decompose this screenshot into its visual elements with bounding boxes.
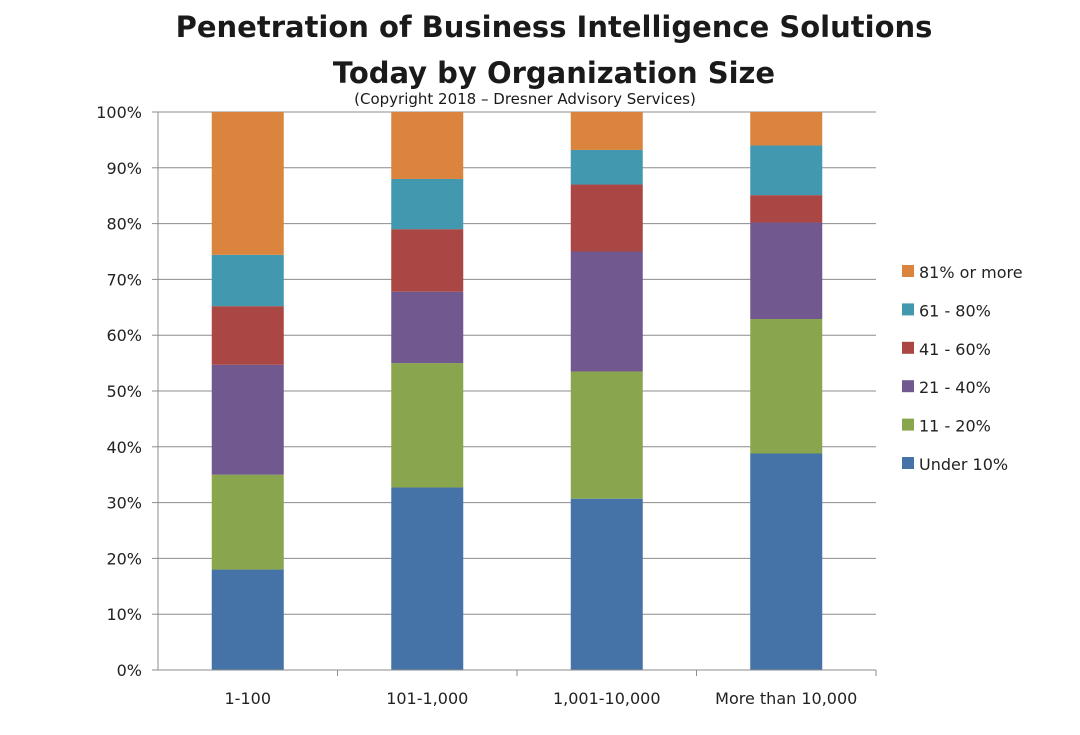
bar-segment: [750, 222, 823, 320]
x-tick-label: 1-100: [225, 689, 272, 708]
bar-segment: [750, 195, 823, 223]
bar-segment: [211, 474, 284, 570]
bar-segment: [391, 487, 464, 670]
bar-segment: [391, 291, 464, 364]
legend-label: 21 - 40%: [919, 378, 991, 397]
bar-segment: [570, 251, 643, 372]
bar-segment: [211, 254, 284, 307]
bar-segment: [750, 112, 823, 146]
axes: 0% 10% 20% 30% 40% 50% 60% 70% 80% 90% 100% 1-100 10…: [96, 103, 877, 708]
legend-label: 81% or more: [919, 263, 1023, 282]
chart-subtitle: (Copyright 2018 – Dresner Advisory Servi…: [354, 90, 696, 108]
bar-segment: [391, 363, 464, 488]
bar-segment: [570, 371, 643, 499]
bar-segment: [750, 453, 823, 670]
y-tick-label: 30%: [106, 494, 142, 513]
bar-segment: [211, 364, 284, 475]
y-tick-label: 10%: [106, 605, 142, 624]
bar-segment: [570, 498, 643, 670]
y-tick-label: 0%: [117, 661, 142, 680]
bar-segment: [391, 178, 464, 230]
y-tick-label: 90%: [106, 159, 142, 178]
x-tick-label: More than 10,000: [715, 689, 857, 708]
legend-label: 41 - 60%: [919, 340, 991, 359]
y-tick-label: 40%: [106, 438, 142, 457]
y-tick-label: 50%: [106, 382, 142, 401]
bar-segment: [750, 319, 823, 454]
bar-segment: [391, 112, 464, 179]
bar-segment: [391, 229, 464, 292]
bar-segment: [570, 112, 643, 150]
y-tick-label: 80%: [106, 215, 142, 234]
y-tick-label: 20%: [106, 549, 142, 568]
bar-segment: [211, 112, 284, 255]
legend-swatch: [902, 457, 914, 469]
legend: 81% or more 61 - 80% 41 - 60% 21 - 40% 11 - …: [902, 263, 1023, 474]
bar-segment: [750, 145, 823, 196]
bar-segment: [211, 569, 284, 670]
y-tick-label: 100%: [96, 103, 142, 122]
legend-swatch: [902, 303, 914, 316]
x-tick-label: 1,001-10,000: [553, 689, 661, 708]
bars: [211, 112, 823, 670]
x-tick-label: 101-1,000: [386, 689, 468, 708]
legend-swatch: [902, 341, 914, 354]
chart-title-line1: Penetration of Business Intelligence Sol…: [175, 10, 933, 44]
bar-segment: [570, 149, 643, 185]
legend-swatch: [902, 418, 914, 431]
bar-segment: [570, 184, 643, 252]
bar-segment: [211, 306, 284, 365]
legend-label: 11 - 20%: [919, 417, 991, 436]
chart-title-line2: Today by Organization Size: [332, 56, 776, 90]
y-tick-label: 70%: [106, 270, 142, 289]
legend-swatch: [902, 380, 914, 393]
legend-label: 61 - 80%: [919, 301, 991, 320]
legend-swatch: [902, 265, 914, 277]
y-tick-label: 60%: [106, 326, 142, 345]
legend-label: Under 10%: [919, 455, 1008, 474]
